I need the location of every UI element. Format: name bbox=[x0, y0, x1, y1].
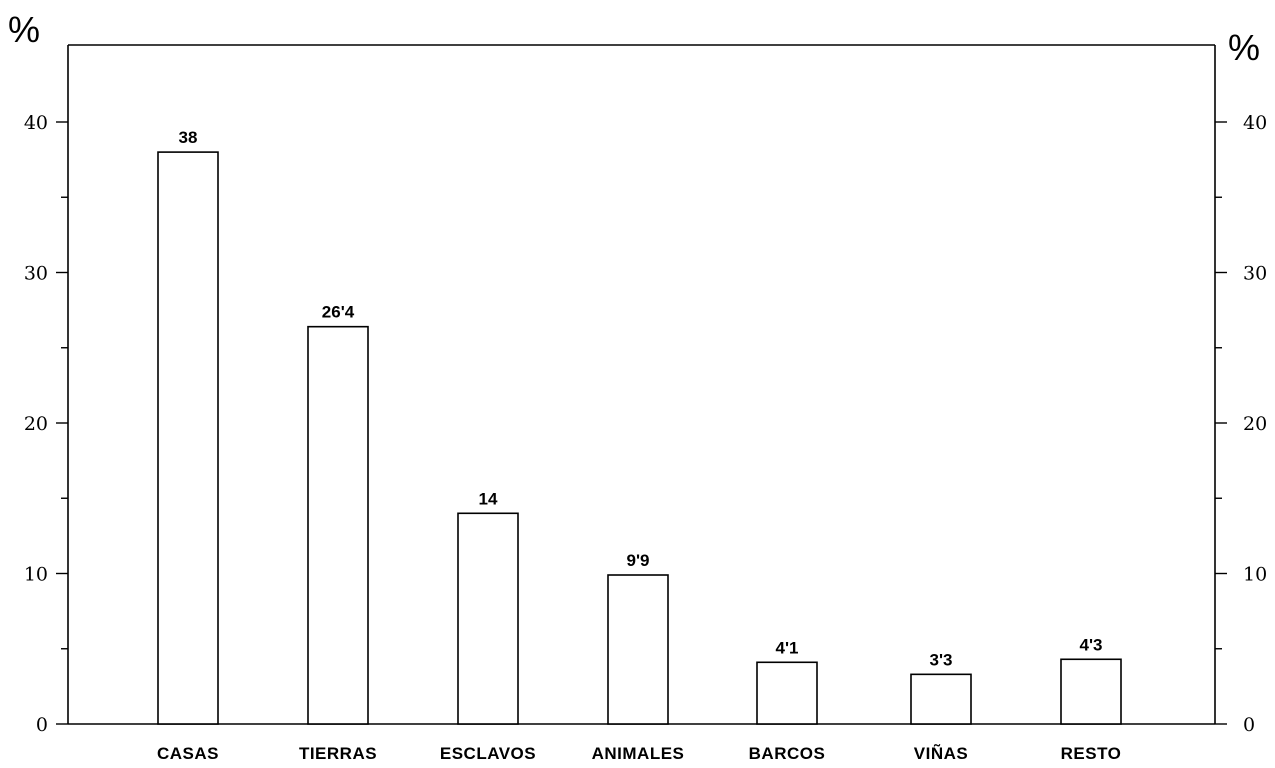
y-tick-label-right: 0 bbox=[1243, 714, 1255, 736]
value-label-resto: 4'3 bbox=[1080, 635, 1103, 654]
bar-esclavos bbox=[457, 512, 519, 725]
y-unit-right: % bbox=[1228, 27, 1260, 68]
y-tick-label-left: 20 bbox=[24, 413, 48, 435]
y-tick-label-left: 0 bbox=[36, 714, 48, 736]
bar-resto bbox=[1060, 658, 1122, 725]
bar-barcos bbox=[756, 661, 818, 725]
bar-casas bbox=[157, 151, 219, 725]
value-label-casas: 38 bbox=[179, 128, 198, 147]
category-label-tierras: TIERRAS bbox=[299, 744, 377, 763]
value-label-tierras: 26'4 bbox=[322, 303, 355, 322]
category-label-viñas: VIÑAS bbox=[914, 743, 968, 763]
ticks-group: 0 0 10 10 20 20 30 30 40 40 bbox=[24, 112, 1267, 736]
value-label-esclavos: 14 bbox=[479, 489, 498, 508]
category-label-casas: CASAS bbox=[157, 744, 219, 763]
value-label-barcos: 4'1 bbox=[776, 638, 799, 657]
value-label-viñas: 3'3 bbox=[930, 650, 953, 669]
y-tick-label-left: 10 bbox=[24, 564, 48, 586]
y-tick-label-left: 30 bbox=[24, 263, 48, 285]
category-label-barcos: BARCOS bbox=[749, 744, 826, 763]
bar-tierras bbox=[307, 325, 369, 725]
value-label-animales: 9'9 bbox=[627, 551, 650, 570]
bars-group bbox=[157, 151, 1122, 725]
y-tick-label-right: 30 bbox=[1243, 263, 1267, 285]
category-label-animales: ANIMALES bbox=[592, 744, 685, 763]
category-label-esclavos: ESCLAVOS bbox=[440, 744, 536, 763]
y-tick-label-left: 40 bbox=[24, 112, 48, 134]
bar-viñas bbox=[910, 673, 972, 725]
labels-group: 38 CASAS 26'4 TIERRAS 14 ESCLAVOS 9'9 ANIMALES 4… bbox=[157, 128, 1121, 763]
bar-animales bbox=[607, 574, 669, 725]
y-tick-label-right: 40 bbox=[1243, 112, 1267, 134]
category-label-resto: RESTO bbox=[1061, 744, 1122, 763]
y-unit-left: % bbox=[8, 9, 40, 50]
y-tick-label-right: 10 bbox=[1243, 564, 1267, 586]
y-tick-label-right: 20 bbox=[1243, 413, 1267, 435]
